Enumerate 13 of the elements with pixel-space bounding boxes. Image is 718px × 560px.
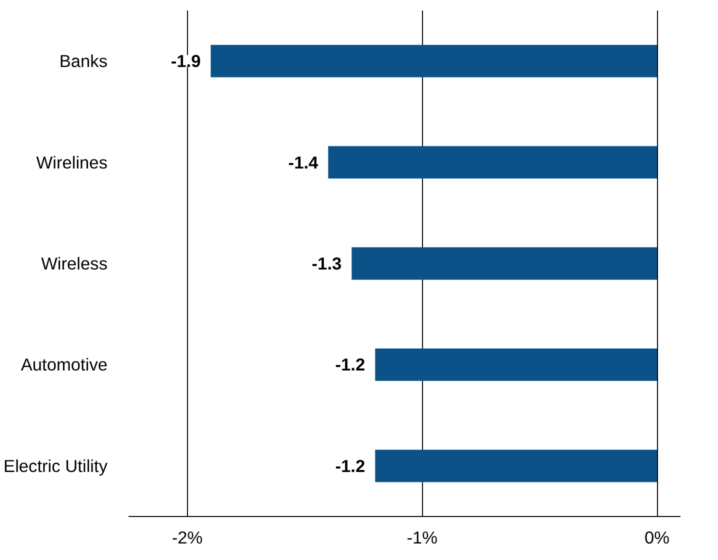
x-tick-label: -1%: [406, 528, 438, 548]
y-tick-label: Banks: [59, 51, 108, 72]
data-label: -1.2: [335, 456, 366, 476]
y-tick-label: Automotive: [20, 354, 108, 375]
data-label: -1.9: [170, 51, 201, 72]
y-tick-label: Wireless: [41, 254, 108, 274]
data-label: -1.4: [288, 152, 319, 172]
data-label: -1.3: [312, 254, 342, 274]
x-tick-label: -2%: [172, 528, 203, 548]
x-tick-label: 0%: [644, 528, 670, 548]
data-label: -1.2: [335, 354, 366, 375]
y-tick-label: Wirelines: [36, 152, 108, 172]
y-tick-label: Electric Utility: [4, 456, 108, 476]
